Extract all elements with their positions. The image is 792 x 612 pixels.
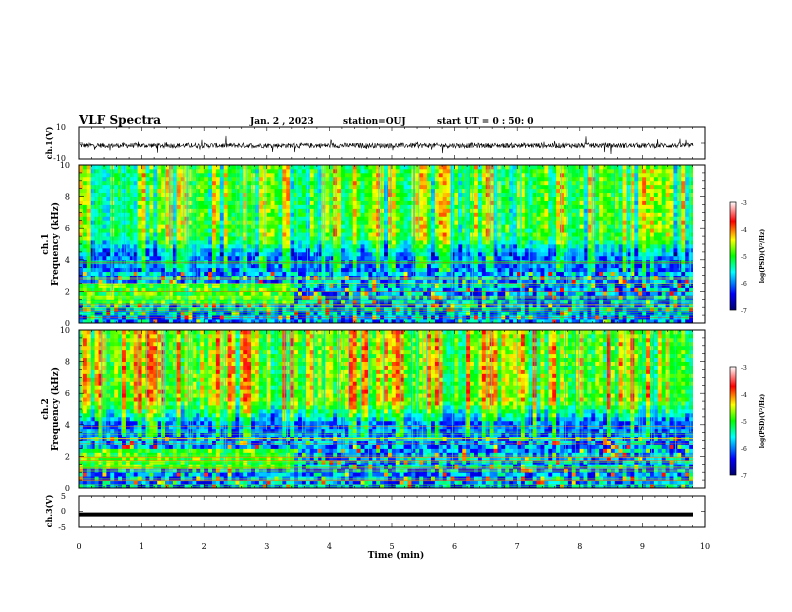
ch1-spectrogram-panel: 0 2 4 6 8 10 ch.1 Frequency (kHz) -3 -4 -5 -6… bbox=[41, 161, 766, 328]
frequency-tick-label-2: 2 bbox=[65, 287, 70, 296]
frequency-tick-label-6: 6 bbox=[65, 224, 70, 233]
time-axis-label: Time (min) bbox=[368, 550, 425, 561]
frequency-tick-label-4: 4 bbox=[65, 256, 70, 265]
time-tick-label-8: 8 bbox=[577, 542, 582, 551]
ch3-waveform-ticks bbox=[78, 495, 706, 528]
ch2-colorbar-tick-6: -6 bbox=[741, 446, 747, 453]
ch3-ytick-bottom: -5 bbox=[58, 523, 66, 532]
start-time-label: start UT = 0 : 50: 0 bbox=[437, 117, 534, 127]
ch1-waveform-trace bbox=[79, 135, 694, 155]
time-tick-label-4: 4 bbox=[327, 542, 332, 551]
ch1-frequency-axis-label: Frequency (kHz) bbox=[50, 202, 61, 286]
ch1-ytick-bottom: -10 bbox=[53, 154, 66, 163]
ch2-colorbar bbox=[729, 366, 737, 476]
ch1-waveform-panel: 10 -10 ch.1(V) bbox=[44, 123, 706, 163]
ch1-spectrogram-ticks bbox=[78, 164, 706, 324]
figure-title: VLF Spectra bbox=[78, 113, 161, 127]
station-label: station=OUJ bbox=[343, 117, 406, 127]
frequency-tick-label-2: 2 bbox=[65, 452, 70, 461]
ch1-ytick-top: 10 bbox=[56, 123, 66, 132]
time-tick-label-9: 9 bbox=[640, 542, 645, 551]
ch2-spectrogram-image bbox=[79, 330, 705, 489]
ch2-colorbar-tick-7: -7 bbox=[741, 473, 747, 480]
ch2-spectrogram-panel: 0 2 4 6 8 10 ch.2 Frequency (kHz) -3 -4 -5 -6… bbox=[41, 326, 766, 493]
time-tick-label-10: 10 bbox=[700, 542, 710, 551]
ch1-waveform-ylabel: ch.1(V) bbox=[44, 126, 54, 159]
time-axis-tick-labels: 0 1 2 3 4 5 6 7 8 9 10 bbox=[76, 542, 710, 551]
frequency-tick-label-8: 8 bbox=[65, 358, 70, 367]
ch1-frequency-tick-labels: 0 2 4 6 8 10 bbox=[60, 161, 70, 328]
ch3-waveform-ylabel: ch.3(V) bbox=[44, 494, 54, 527]
ch2-channel-label: ch.2 bbox=[41, 398, 51, 419]
ch1-waveform-frame bbox=[78, 126, 706, 160]
frequency-tick-label-0: 0 bbox=[65, 319, 70, 328]
ch1-colorbar-tick-4: -4 bbox=[741, 227, 747, 234]
ch1-colorbar-label: log(PSD)(V²/Hz) bbox=[759, 229, 766, 284]
frequency-tick-label-8: 8 bbox=[65, 193, 70, 202]
ch2-spectrogram-ticks bbox=[78, 329, 706, 489]
frequency-tick-label-6: 6 bbox=[65, 389, 70, 398]
ch2-frequency-tick-labels: 0 2 4 6 8 10 bbox=[60, 326, 70, 493]
frequency-tick-label-4: 4 bbox=[65, 421, 70, 430]
time-tick-label-6: 6 bbox=[452, 542, 457, 551]
time-tick-label-5: 5 bbox=[389, 542, 394, 551]
frequency-tick-label-10: 10 bbox=[60, 161, 70, 170]
ch1-colorbar bbox=[729, 201, 737, 311]
ch1-colorbar-tick-3: -3 bbox=[741, 200, 747, 207]
ch1-channel-label: ch.1 bbox=[41, 233, 51, 254]
time-tick-label-7: 7 bbox=[515, 542, 520, 551]
time-tick-label-0: 0 bbox=[76, 542, 81, 551]
ch2-colorbar-tick-4: -4 bbox=[741, 392, 747, 399]
date-label: Jan. 2 , 2023 bbox=[249, 117, 314, 127]
ch3-waveform-panel: 5 0 -5 ch.3(V) bbox=[44, 492, 706, 532]
ch1-colorbar-tick-5: -5 bbox=[741, 254, 747, 261]
ch2-colorbar-tick-5: -5 bbox=[741, 419, 747, 426]
ch2-colorbar-tick-3: -3 bbox=[741, 365, 747, 372]
ch3-waveform-frame bbox=[78, 495, 706, 528]
ch1-colorbar-tick-6: -6 bbox=[741, 281, 747, 288]
frequency-tick-label-0: 0 bbox=[65, 484, 70, 493]
frequency-tick-label-10: 10 bbox=[60, 326, 70, 335]
time-tick-label-2: 2 bbox=[202, 542, 207, 551]
time-tick-label-3: 3 bbox=[264, 542, 269, 551]
time-tick-label-1: 1 bbox=[139, 542, 144, 551]
ch2-frequency-axis-label: Frequency (kHz) bbox=[50, 367, 61, 451]
ch3-ytick-top: 5 bbox=[61, 492, 66, 501]
ch2-colorbar-label: log(PSD)(V²/Hz) bbox=[759, 394, 766, 449]
ch1-colorbar-tick-7: -7 bbox=[741, 308, 747, 315]
ch3-ytick-middle: 0 bbox=[61, 507, 66, 516]
ch1-spectrogram-image bbox=[78, 165, 705, 324]
ch1-waveform-ticks bbox=[78, 126, 706, 160]
